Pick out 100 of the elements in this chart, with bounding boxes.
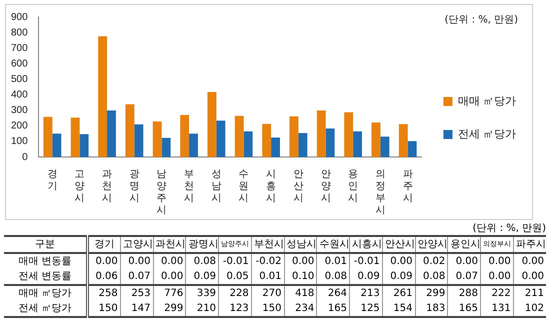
data-label: 0.07 xyxy=(448,269,480,285)
y-tick-label: 900 xyxy=(10,12,28,23)
x-tick-label: 부천시 xyxy=(184,168,194,204)
x-tick-label: 파주시 xyxy=(402,168,413,204)
text: (단위 : %, 만원) xyxy=(472,222,546,235)
data-label: 0.00 xyxy=(88,253,120,269)
category-label: 시흥시 xyxy=(350,236,382,253)
data-label: 150 xyxy=(88,301,120,317)
y-tick-label: 500 xyxy=(10,74,28,85)
data-label: 0.07 xyxy=(120,269,153,285)
text: 전세 ㎡당가 xyxy=(4,301,88,317)
data-label: -0.02 xyxy=(251,253,284,269)
data-label: 165 xyxy=(316,301,350,317)
data-label: 147 xyxy=(120,301,153,317)
y-tick-label: 700 xyxy=(10,42,28,54)
category-label: 광명시 xyxy=(186,236,218,253)
data-label: 270 xyxy=(251,285,284,301)
data-label: 0.00 xyxy=(513,253,546,269)
data-label: 0.00 xyxy=(513,269,546,285)
data-label: 0.09 xyxy=(350,269,382,285)
data-label: 131 xyxy=(480,301,514,317)
text: (단위 : %, 만원) xyxy=(444,14,518,26)
y-tick-label: 600 xyxy=(10,58,28,70)
data-label: 222 xyxy=(480,285,514,301)
data-label: 0.08 xyxy=(415,269,448,285)
data-label: 150 xyxy=(251,301,284,317)
x-tick-label: 광명시 xyxy=(129,168,140,204)
y-tick-label: 200 xyxy=(10,120,28,132)
x-tick-label: 수원시 xyxy=(238,168,249,204)
data-label: 234 xyxy=(284,301,317,317)
category-label: 파주시 xyxy=(513,236,546,253)
data-label: 0.08 xyxy=(316,269,350,285)
data-label: 0.00 xyxy=(448,253,480,269)
text: 매매 변동률 xyxy=(4,253,88,269)
data-label: 211 xyxy=(513,285,546,301)
data-label: 264 xyxy=(316,285,350,301)
data-label: 183 xyxy=(415,301,448,317)
data-label: 258 xyxy=(88,285,120,301)
category-label: 수원시 xyxy=(316,236,350,253)
data-label: 261 xyxy=(382,285,415,301)
data-label: 299 xyxy=(415,285,448,301)
data-label: 0.00 xyxy=(480,253,514,269)
x-tick-label: 의정부시 xyxy=(375,168,386,216)
data-label: 339 xyxy=(186,285,218,301)
y-tick-label: 300 xyxy=(10,105,28,116)
x-tick-label: 과천시 xyxy=(102,168,112,204)
x-tick-label: 남양주시 xyxy=(156,168,167,216)
category-label: 부천시 xyxy=(251,236,284,253)
category-label: 과천시 xyxy=(153,236,186,253)
text: 구분 xyxy=(4,236,88,253)
y-tick-label: 800 xyxy=(10,27,28,38)
data-label: 165 xyxy=(448,301,480,317)
data-label: 102 xyxy=(513,301,546,317)
data-label: 288 xyxy=(448,285,480,301)
x-tick-label: 안산시 xyxy=(293,168,304,204)
x-tick-label: 시흥시 xyxy=(266,168,276,204)
x-tick-label: 경기 xyxy=(47,168,58,192)
data-label: 0.05 xyxy=(218,269,252,285)
data-label: 154 xyxy=(382,301,415,317)
category-label: 안산시 xyxy=(382,236,415,253)
data-label: 0.06 xyxy=(88,269,120,285)
text: 전세 변동률 xyxy=(4,269,88,285)
category-label: 경기 xyxy=(88,236,120,253)
x-tick-label: 성남시 xyxy=(211,168,222,204)
data-label: 0.00 xyxy=(153,269,186,285)
data-label: 0.00 xyxy=(382,253,415,269)
y-tick-label: 100 xyxy=(10,136,28,148)
category-label: 안양시 xyxy=(415,236,448,253)
data-label: 0.00 xyxy=(120,253,153,269)
data-label: 0.08 xyxy=(186,253,218,269)
data-label: 213 xyxy=(350,285,382,301)
data-label: 0.01 xyxy=(316,253,350,269)
x-tick-label: 용인시 xyxy=(348,168,358,204)
text: 매매 ㎡당가 xyxy=(4,285,88,301)
data-label: 776 xyxy=(153,285,186,301)
data-label: 418 xyxy=(284,285,317,301)
data-label: 0.00 xyxy=(284,253,317,269)
data-label: 0.09 xyxy=(382,269,415,285)
data-label: 299 xyxy=(153,301,186,317)
data-label: 0.02 xyxy=(415,253,448,269)
x-tick-label: 고양시 xyxy=(74,168,85,204)
data-label: 0.09 xyxy=(186,269,218,285)
category-label: 성남시 xyxy=(284,236,317,253)
data-label: 0.01 xyxy=(251,269,284,285)
category-label: 용인시 xyxy=(448,236,480,253)
data-label: 0.00 xyxy=(480,269,514,285)
legend-label: 매매 ㎡당가 xyxy=(458,96,516,108)
data-label: 253 xyxy=(120,285,153,301)
data-label: 228 xyxy=(218,285,252,301)
data-label: -0.01 xyxy=(218,253,252,269)
category-label: 고양시 xyxy=(120,236,153,253)
y-tick-label: 0 xyxy=(22,152,28,163)
y-tick-label: 400 xyxy=(10,90,28,101)
data-label: -0.01 xyxy=(350,253,382,269)
data-label: 0.00 xyxy=(153,253,186,269)
data-label: 210 xyxy=(186,301,218,317)
data-label: 123 xyxy=(218,301,252,317)
x-tick-label: 안양시 xyxy=(320,168,331,204)
legend-label: 전세 ㎡당가 xyxy=(458,128,516,141)
data-label: 0.10 xyxy=(284,269,317,285)
